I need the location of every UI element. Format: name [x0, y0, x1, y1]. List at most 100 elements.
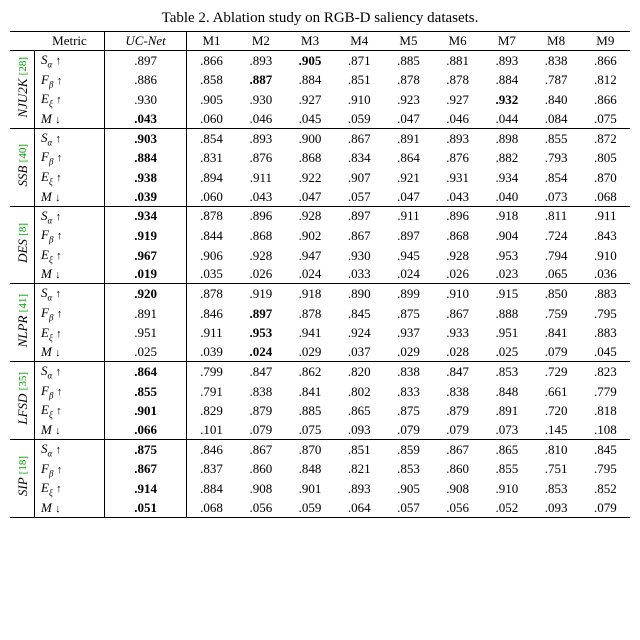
table-cell: .079 [581, 499, 630, 518]
metric-label: Fβ ↑ [35, 226, 105, 246]
table-cell: .045 [581, 343, 630, 362]
table-cell: .967 [105, 246, 186, 266]
table-cell: .059 [285, 499, 334, 518]
table-cell: .845 [581, 439, 630, 459]
table-cell: .930 [105, 90, 186, 110]
table-cell: .911 [236, 168, 285, 188]
table-cell: .064 [335, 499, 384, 518]
table-cell: .923 [384, 90, 433, 110]
table-cell: .884 [186, 479, 236, 499]
table-cell: .907 [335, 168, 384, 188]
table-cell: .871 [335, 51, 384, 71]
table-cell: .854 [531, 168, 580, 188]
table-cell: .791 [186, 382, 236, 402]
metric-label: Sα ↑ [35, 439, 105, 459]
table-cell: .799 [186, 362, 236, 382]
table-cell: .870 [581, 168, 630, 188]
table-cell: .043 [105, 110, 186, 129]
table-cell: .911 [186, 324, 236, 344]
table-cell: .927 [433, 90, 482, 110]
table-row: Fβ ↑.884.831.876.868.834.864.876.882.793… [10, 148, 630, 168]
table-cell: .947 [285, 246, 334, 266]
table-cell: .793 [531, 148, 580, 168]
table-cell: .040 [482, 188, 531, 207]
metric-label: M ↓ [35, 343, 105, 362]
table-cell: .047 [285, 188, 334, 207]
table-cell: .025 [105, 343, 186, 362]
table-cell: .838 [384, 362, 433, 382]
metric-label: Sα ↑ [35, 206, 105, 226]
table-row: Eξ ↑.967.906.928.947.930.945.928.953.794… [10, 246, 630, 266]
table-cell: .890 [335, 284, 384, 304]
table-row: Fβ ↑.886.858.887.884.851.878.878.884.787… [10, 71, 630, 91]
table-cell: .795 [581, 460, 630, 480]
table-cell: .043 [236, 188, 285, 207]
metric-label: Eξ ↑ [35, 401, 105, 421]
table-cell: .866 [581, 51, 630, 71]
table-cell: .891 [105, 304, 186, 324]
table-cell: .905 [384, 479, 433, 499]
metric-label: Sα ↑ [35, 128, 105, 148]
table-cell: .779 [581, 382, 630, 402]
table-cell: .938 [105, 168, 186, 188]
metric-label: Fβ ↑ [35, 71, 105, 91]
table-cell: .920 [105, 284, 186, 304]
table-cell: .921 [384, 168, 433, 188]
metric-label: Eξ ↑ [35, 246, 105, 266]
table-cell: .930 [335, 246, 384, 266]
table-row: Eξ ↑.930.905.930.927.910.923.927.932.840… [10, 90, 630, 110]
table-cell: .901 [105, 401, 186, 421]
table-cell: .932 [482, 90, 531, 110]
table-cell: .068 [186, 499, 236, 518]
table-cell: .891 [384, 128, 433, 148]
table-cell: .829 [186, 401, 236, 421]
table-cell: .787 [531, 71, 580, 91]
table-cell: .079 [384, 421, 433, 440]
table-row: Fβ ↑.919.844.868.902.867.897.868.904.724… [10, 226, 630, 246]
table-cell: .906 [186, 246, 236, 266]
table-cell: .025 [482, 343, 531, 362]
table-cell: .039 [105, 188, 186, 207]
table-cell: .045 [285, 110, 334, 129]
table-row: SSB [40]Sα ↑.903.854.893.900.867.891.893… [10, 128, 630, 148]
table-cell: .068 [581, 188, 630, 207]
table-cell: .941 [285, 324, 334, 344]
metric-label: Fβ ↑ [35, 148, 105, 168]
table-cell: .079 [433, 421, 482, 440]
table-cell: .820 [335, 362, 384, 382]
table-cell: .905 [186, 90, 236, 110]
table-cell: .838 [433, 382, 482, 402]
table-cell: .900 [285, 128, 334, 148]
table-cell: .878 [285, 304, 334, 324]
table-row: Fβ ↑.855.791.838.841.802.833.838.848.661… [10, 382, 630, 402]
table-cell: .893 [335, 479, 384, 499]
header-row: Metric UC-Net M1 M2 M3 M4 M5 M6 M7 M8 M9 [10, 32, 630, 51]
table-cell: .864 [105, 362, 186, 382]
ablation-table: Metric UC-Net M1 M2 M3 M4 M5 M6 M7 M8 M9… [10, 31, 630, 518]
table-cell: .065 [531, 265, 580, 284]
table-cell: .840 [531, 90, 580, 110]
table-cell: .911 [581, 206, 630, 226]
table-cell: .066 [105, 421, 186, 440]
table-cell: .023 [482, 265, 531, 284]
table-cell: .847 [433, 362, 482, 382]
table-cell: .795 [581, 304, 630, 324]
table-cell: .037 [335, 343, 384, 362]
table-cell: .834 [335, 148, 384, 168]
table-row: NJU2K [28]Sα ↑.897.866.893.905.871.885.8… [10, 51, 630, 71]
table-cell: .033 [335, 265, 384, 284]
table-cell: .922 [285, 168, 334, 188]
metric-label: M ↓ [35, 499, 105, 518]
table-cell: .841 [531, 324, 580, 344]
table-cell: .855 [105, 382, 186, 402]
table-cell: .024 [285, 265, 334, 284]
table-cell: .937 [384, 324, 433, 344]
table-caption: Table 2. Ablation study on RGB-D salienc… [10, 10, 630, 27]
metric-label: Eξ ↑ [35, 479, 105, 499]
table-cell: .026 [433, 265, 482, 284]
table-cell: .838 [236, 382, 285, 402]
table-cell: .848 [482, 382, 531, 402]
table-cell: .850 [531, 284, 580, 304]
table-cell: .145 [531, 421, 580, 440]
dataset-label: SIP [18] [10, 439, 35, 517]
